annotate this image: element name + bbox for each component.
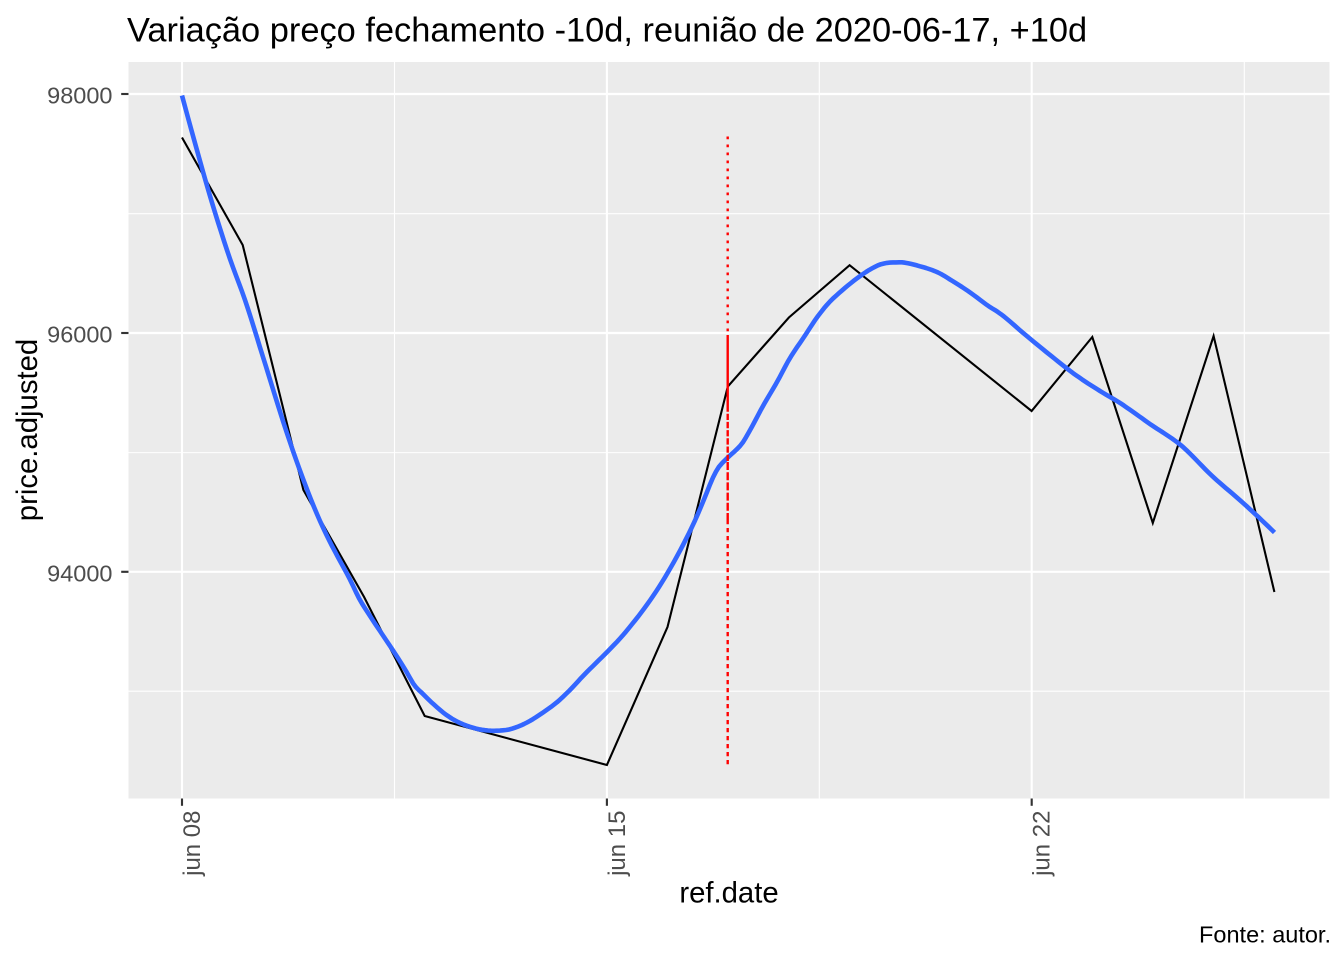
svg-text:jun 22: jun 22: [1029, 811, 1056, 877]
svg-text:ref.date: ref.date: [679, 877, 778, 910]
svg-text:price.adjusted: price.adjusted: [11, 339, 44, 521]
svg-text:94000: 94000: [47, 561, 112, 587]
svg-text:jun 15: jun 15: [604, 811, 631, 877]
svg-text:Fonte: autor.: Fonte: autor.: [1199, 922, 1331, 948]
svg-text:Variação preço fechamento -10d: Variação preço fechamento -10d, reunião …: [127, 11, 1087, 49]
svg-text:98000: 98000: [47, 83, 112, 109]
svg-text:96000: 96000: [47, 322, 112, 348]
svg-text:jun 08: jun 08: [179, 811, 206, 877]
